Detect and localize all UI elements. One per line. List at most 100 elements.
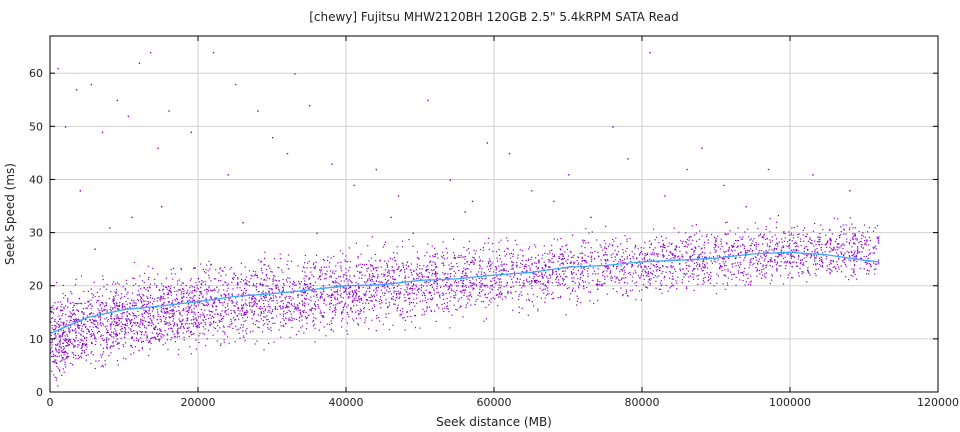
- data-point: [198, 323, 201, 326]
- data-point: [356, 270, 359, 272]
- data-point: [104, 308, 106, 310]
- data-point: [672, 278, 674, 280]
- data-point: [818, 241, 820, 243]
- data-point: [268, 278, 270, 280]
- data-point: [778, 241, 780, 243]
- data-point: [410, 263, 413, 265]
- data-point: [62, 345, 65, 348]
- data-point: [473, 287, 475, 290]
- data-point: [169, 289, 171, 291]
- data-point: [272, 322, 274, 324]
- data-point: [624, 281, 626, 283]
- data-point: [161, 303, 163, 306]
- data-point: [355, 289, 358, 291]
- data-point: [503, 269, 506, 271]
- data-point: [433, 310, 436, 312]
- data-point: [148, 324, 150, 326]
- data-point: [499, 291, 502, 293]
- data-point: [309, 286, 311, 288]
- data-point: [694, 249, 696, 252]
- data-point: [830, 263, 832, 265]
- data-point: [581, 256, 583, 258]
- data-point: [117, 294, 119, 296]
- data-point: [255, 305, 258, 308]
- data-point: [74, 340, 76, 342]
- data-point: [463, 275, 465, 277]
- data-point: [488, 258, 491, 260]
- data-point: [830, 269, 832, 271]
- data-point: [691, 273, 693, 275]
- data-point: [193, 267, 195, 270]
- data-point: [251, 318, 253, 320]
- data-point: [591, 258, 593, 261]
- data-point: [672, 272, 674, 274]
- data-point: [336, 281, 338, 283]
- data-point: [205, 283, 207, 285]
- data-point: [59, 344, 61, 346]
- data-point: [771, 236, 773, 238]
- data-point: [829, 272, 831, 275]
- data-point: [793, 226, 795, 229]
- data-point: [195, 290, 197, 292]
- data-point: [808, 272, 810, 274]
- data-point: [614, 256, 616, 258]
- data-point: [466, 268, 468, 270]
- data-point: [358, 277, 360, 279]
- data-point: [412, 245, 414, 247]
- data-point: [82, 330, 85, 333]
- data-point: [99, 319, 101, 321]
- data-point: [161, 283, 163, 285]
- data-point: [792, 237, 795, 239]
- data-point: [436, 266, 438, 268]
- data-point: [660, 288, 662, 290]
- data-point: [696, 257, 699, 259]
- data-point: [428, 291, 431, 293]
- data-point: [611, 280, 613, 282]
- data-point: [346, 293, 348, 295]
- data-point: [503, 286, 505, 288]
- data-point: [838, 235, 841, 237]
- data-point: [492, 297, 494, 299]
- data-point: [392, 258, 394, 260]
- data-point: [566, 248, 569, 250]
- data-point: [731, 278, 733, 281]
- data-point: [638, 264, 640, 266]
- data-point: [659, 269, 661, 271]
- data-point: [276, 308, 278, 311]
- data-point: [478, 256, 481, 258]
- data-point: [123, 305, 125, 307]
- data-point: [728, 254, 730, 256]
- data-point: [800, 244, 802, 247]
- data-point: [114, 304, 116, 306]
- data-point: [116, 343, 118, 345]
- data-point: [580, 263, 582, 265]
- data-point: [416, 266, 419, 268]
- data-point: [837, 248, 839, 251]
- data-point: [470, 286, 472, 288]
- data-point: [760, 262, 762, 265]
- data-point: [174, 298, 176, 300]
- data-point: [410, 302, 413, 304]
- data-point: [828, 251, 830, 253]
- data-point: [733, 243, 735, 245]
- data-point: [724, 233, 726, 235]
- data-point: [64, 352, 66, 354]
- data-point: [582, 285, 585, 287]
- data-point: [345, 278, 347, 280]
- data-point: [293, 282, 296, 284]
- data-point: [125, 332, 127, 334]
- data-point: [323, 315, 325, 317]
- data-point: [430, 269, 433, 271]
- data-point: [480, 273, 482, 275]
- data-point: [189, 279, 191, 281]
- data-point: [178, 348, 180, 351]
- data-point: [114, 325, 117, 327]
- data-point: [604, 246, 606, 248]
- data-point: [486, 284, 488, 286]
- data-point: [666, 266, 669, 268]
- data-point: [181, 315, 183, 317]
- data-point: [52, 329, 54, 331]
- data-point: [55, 344, 57, 346]
- data-point: [750, 280, 752, 282]
- data-point: [224, 298, 226, 301]
